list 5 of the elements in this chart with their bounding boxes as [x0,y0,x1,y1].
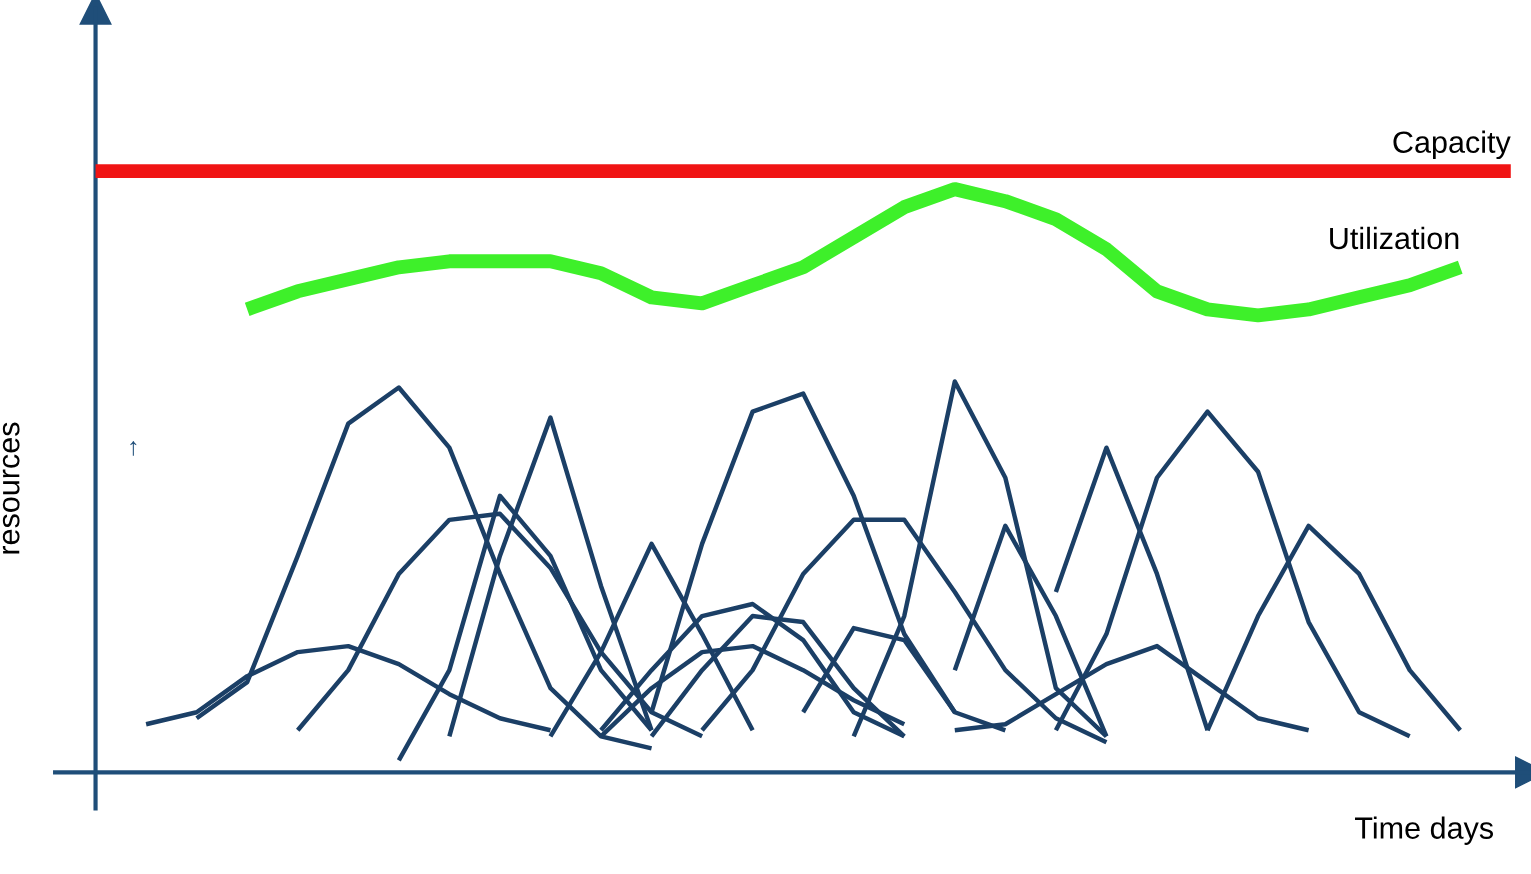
y-axis-title: resources [2,422,20,554]
annotation: ↑ [130,440,137,456]
series-label: Utilization [1330,226,1459,250]
series-label: Capacity [1393,130,1511,160]
x-axis-title: Time days [1355,816,1494,845]
